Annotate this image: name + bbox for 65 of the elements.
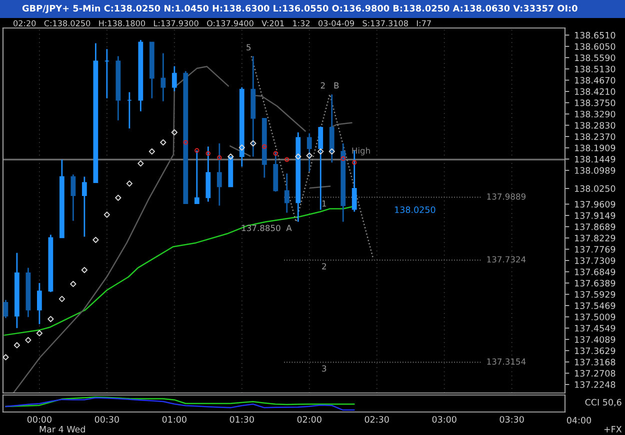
text: CCI 50,6 — [585, 398, 622, 406]
candlestick — [82, 176, 87, 238]
x-tick-label: 02:30 — [364, 416, 389, 423]
y-tick-label: 138.1909 — [574, 144, 616, 152]
text: Mar 4 Wed — [40, 426, 85, 433]
y-tick-label: 138.6510 — [574, 32, 616, 39]
candlestick — [36, 282, 42, 325]
y-tick-label: 137.7769 — [574, 246, 616, 253]
y-tick-label: 137.6849 — [574, 268, 616, 276]
x-tick-label: 00:30 — [94, 416, 119, 423]
y-tick-label: 137.2708 — [574, 370, 616, 377]
y-tick-label: 137.5929 — [574, 291, 616, 298]
candlestick — [160, 52, 166, 102]
annotation: 5 — [246, 44, 251, 50]
annotation: 137.8850 A — [242, 224, 292, 232]
y-tick-label: 138.1449 — [574, 156, 616, 163]
y-tick-label: 138.4670 — [574, 77, 616, 84]
y-tick-label: 137.3168 — [574, 358, 616, 366]
y-tick-label: 137.5009 — [574, 314, 616, 320]
ref-line-label: 137.3154 — [487, 358, 526, 365]
y-tick-label: 138.2830 — [574, 122, 616, 129]
y-tick-label: 137.4549 — [574, 324, 616, 332]
chart-title: GBP/JPY+ 5-Min C:138.0250 N:1.0450 H:138.6300 L:136.0550 O:136.9800 B:138.0250 A:138.0630 V:33357 OI:0 — [22, 4, 578, 14]
y-tick-label: 138.5130 — [574, 66, 616, 72]
y-tick-label: 137.2248 — [574, 381, 616, 388]
y-tick-label: 138.5590 — [574, 54, 616, 62]
annotation: 3 — [322, 365, 326, 372]
ref-line-label: 137.7324 — [487, 256, 526, 263]
annotation: 2 B — [320, 82, 339, 88]
y-tick-label: 138.0989 — [574, 167, 616, 174]
x-tick-label: 01:30 — [230, 416, 254, 423]
y-tick-label: 137.6389 — [574, 280, 616, 286]
y-tick-label: 137.8229 — [574, 234, 616, 242]
y-tick-label: 137.7309 — [574, 257, 616, 264]
ref-line-label: 137.9889 — [487, 193, 526, 200]
annotation: 1 — [322, 200, 326, 207]
x-tick-label: 03:30 — [500, 416, 524, 423]
candlestick — [3, 299, 8, 319]
candlestick — [70, 174, 76, 222]
y-tick-label: 138.3750 — [574, 100, 616, 106]
y-tick-label: 138.0250 — [574, 185, 616, 192]
y-tick-label: 137.4089 — [574, 336, 616, 343]
x-tick-label: 02:00 — [297, 416, 322, 423]
y-tick-label: 137.9149 — [574, 212, 616, 219]
y-tick-label: 137.9609 — [574, 200, 616, 208]
x-tick-label: 03:00 — [432, 416, 456, 423]
candlestick — [172, 66, 177, 92]
y-tick-label: 138.3290 — [574, 110, 616, 118]
text: 04:00 — [566, 416, 592, 424]
y-tick-label: 138.4210 — [574, 88, 616, 95]
y-tick-label: 137.3629 — [574, 347, 616, 354]
candlestick — [284, 172, 290, 214]
chart-subtitle: 02:20 C:138.0250 H:138.1800 L:137.9300 O:137.9400 V:201 1:32 03-04-09 S:137.3108 I:77 — [14, 20, 431, 26]
annotation: 2 — [322, 263, 326, 270]
y-tick-label: 138.6050 — [574, 43, 616, 50]
ref-line-label: High — [352, 147, 370, 156]
y-tick-label: 137.8689 — [574, 224, 616, 230]
annotation: 138.0250 — [395, 206, 436, 214]
candlestick — [194, 150, 200, 204]
y-tick-label: 138.2370 — [574, 133, 616, 140]
line-series — [12, 66, 230, 393]
text: +FX — [604, 426, 622, 432]
x-tick-label: 00:00 — [27, 416, 52, 423]
y-tick-label: 137.5469 — [574, 302, 616, 310]
x-tick-label: 01:00 — [162, 416, 186, 423]
